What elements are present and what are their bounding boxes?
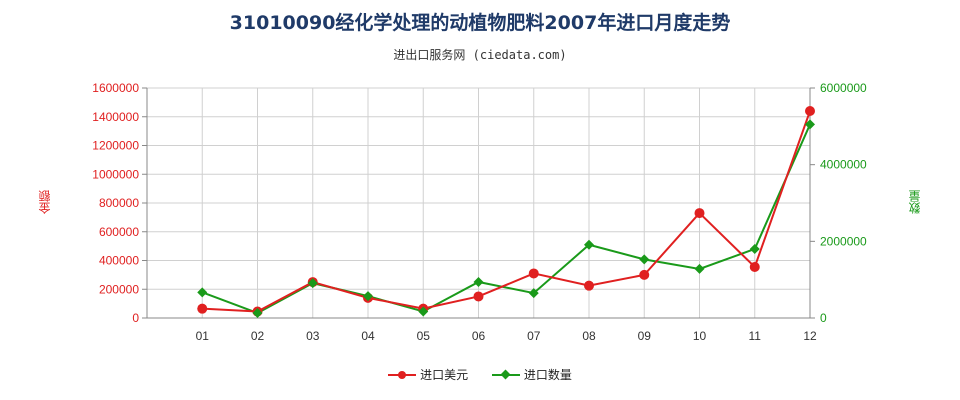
legend-label-series1: 进口美元 [420, 368, 469, 382]
x-tick-label: 12 [803, 329, 817, 343]
x-tick-label: 02 [251, 329, 265, 343]
legend: 进口美元 进口数量 [0, 366, 960, 384]
data-point-quantity [528, 288, 539, 299]
y-axis-right-ticks: 0 2000000 4000000 6000000 [810, 81, 867, 325]
x-tick-label: 03 [306, 329, 320, 343]
x-tick-label: 07 [527, 329, 541, 343]
data-point-quantity [363, 291, 373, 302]
x-tick-label: 06 [472, 329, 486, 343]
x-tick-label: 11 [749, 329, 762, 343]
y-left-tick-label: 1200000 [92, 139, 139, 153]
data-point-quantity [639, 254, 650, 265]
data-point-quantity [418, 306, 429, 317]
legend-swatch-series1 [388, 369, 417, 381]
x-tick-label: 05 [417, 329, 431, 343]
y-right-tick-label: 6000000 [820, 81, 867, 95]
legend-item-series2[interactable]: 进口数量 [491, 366, 572, 383]
y-right-tick-label: 2000000 [820, 234, 867, 248]
y-right-tick-label: 0 [820, 311, 827, 325]
data-point-quantity [252, 308, 263, 319]
x-tick-label: 01 [196, 329, 210, 343]
x-tick-label: 08 [582, 329, 596, 343]
data-point-value [639, 269, 650, 280]
data-point-quantity [694, 263, 705, 274]
legend-swatch-series2 [491, 369, 520, 381]
x-axis-ticks: 01 02 03 04 05 06 07 08 09 10 11 12 [196, 329, 817, 343]
legend-item-series1[interactable]: 进口美元 [388, 366, 468, 383]
data-point-quantity [307, 278, 318, 289]
y-left-tick-label: 800000 [99, 196, 139, 210]
data-point-value [528, 268, 539, 279]
y-left-tick-label: 400000 [99, 254, 139, 268]
chart-title: 31010090经化学处理的动植物肥料2007年进口月度走势 [229, 12, 731, 34]
x-tick-label: 04 [361, 329, 375, 343]
data-point-value [197, 303, 208, 314]
data-point-quantity [584, 239, 594, 250]
y-left-tick-label: 1600000 [92, 81, 139, 95]
y-left-tick-label: 1400000 [92, 110, 139, 124]
chart-subtitle: 进出口服务网 (ciedata.com) [393, 48, 567, 62]
data-point-quantity [805, 119, 815, 130]
data-point-value [584, 280, 594, 291]
y-left-tick-label: 0 [132, 311, 139, 325]
data-point-value [805, 106, 815, 116]
data-point-quantity [473, 276, 484, 287]
data-point-quantity [197, 287, 208, 298]
series-lines [201, 110, 811, 315]
y-left-tick-label: 200000 [99, 282, 139, 296]
y-left-tick-label: 600000 [99, 225, 139, 239]
legend-label-series2: 进口数量 [523, 368, 572, 382]
data-point-quantity [749, 244, 760, 254]
y-axis-left-ticks: 0 200000 400000 600000 800000 1000000 1200000 1… [92, 81, 147, 325]
y-left-tick-label: 1000000 [92, 167, 139, 181]
series-markers [197, 106, 815, 319]
data-point-value [694, 208, 705, 219]
x-tick-label: 10 [693, 329, 707, 343]
x-tick-label: 09 [638, 329, 652, 343]
data-point-value [749, 261, 760, 272]
y-right-tick-label: 4000000 [820, 158, 867, 172]
data-point-value [473, 291, 484, 302]
series-line-value [202, 110, 811, 313]
